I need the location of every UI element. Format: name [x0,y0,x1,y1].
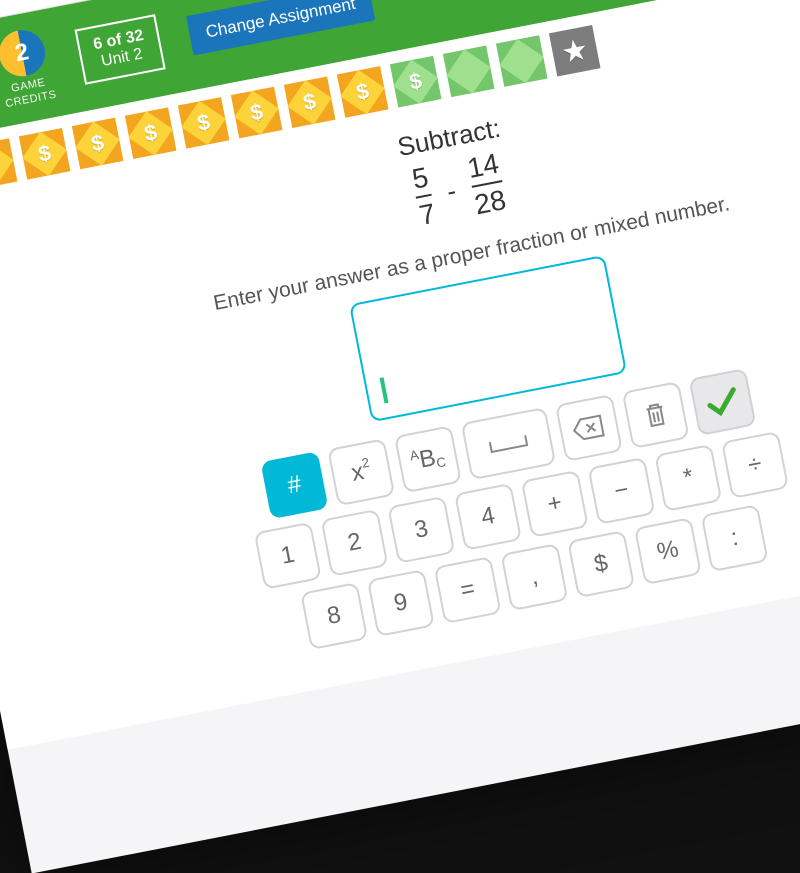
token[interactable]: $ [72,118,124,170]
fraction-1: 5 7 [410,162,438,231]
key-+[interactable]: + [521,470,589,538]
key-:[interactable]: : [701,504,769,572]
token[interactable]: $ [0,138,17,190]
key-9[interactable]: 9 [367,569,435,637]
key-8[interactable]: 8 [300,582,368,650]
token[interactable]: $ [125,107,177,159]
token[interactable]: $ [231,87,283,139]
key-2[interactable]: 2 [321,509,389,577]
token[interactable]: $ [390,56,442,108]
backspace-key[interactable] [555,394,623,462]
token[interactable]: $ [178,97,230,149]
mixed-number-key[interactable]: ABC [394,425,462,493]
unit-progress-box[interactable]: 6 of 32 Unit 2 [74,14,166,85]
key-%[interactable]: % [634,517,702,585]
screen: gmm.getmoremath.com 🔒 6 POINTS THIS WEEK… [0,0,800,873]
star-icon: ★ [560,33,589,68]
change-assignment-button[interactable]: Change Assignment [186,0,374,55]
trash-key[interactable] [622,381,690,449]
operator: - [444,175,458,207]
token[interactable]: $ [337,66,389,118]
token[interactable]: ★ [549,25,601,77]
key-=[interactable]: = [434,556,502,624]
key-$[interactable]: $ [567,530,635,598]
key-3[interactable]: 3 [387,496,455,564]
game-credits: 2 GAME CREDITS [0,26,57,110]
key-,[interactable]: , [500,543,568,611]
coin-icon: 2 [0,26,49,80]
space-key[interactable] [461,407,556,480]
hash-key[interactable]: # [260,451,328,519]
token[interactable] [496,35,548,87]
key-*[interactable]: * [654,444,722,512]
key-4[interactable]: 4 [454,483,522,551]
text-cursor [380,377,389,403]
fraction-2: 14 28 [465,149,508,220]
token[interactable]: $ [284,76,336,128]
key-1[interactable]: 1 [254,522,322,590]
submit-key[interactable] [688,368,756,436]
exponent-key[interactable]: x2 [327,438,395,506]
token[interactable] [443,46,495,98]
key-−[interactable]: − [588,457,656,525]
key-÷[interactable]: ÷ [721,431,789,499]
token[interactable]: $ [19,128,71,180]
